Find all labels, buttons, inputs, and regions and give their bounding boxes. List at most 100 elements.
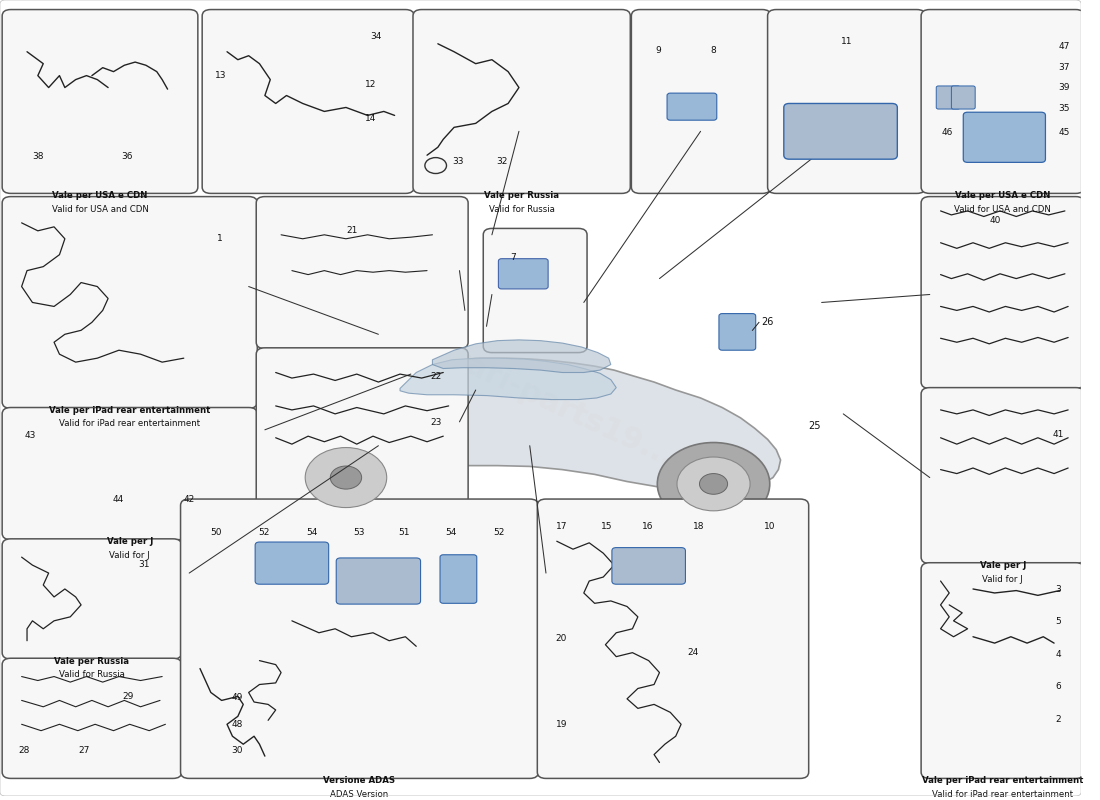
FancyBboxPatch shape	[2, 197, 257, 408]
Text: 36: 36	[121, 152, 132, 161]
FancyBboxPatch shape	[337, 558, 420, 604]
Text: 4: 4	[1055, 650, 1061, 659]
Polygon shape	[400, 358, 616, 399]
Circle shape	[284, 431, 409, 524]
FancyBboxPatch shape	[921, 388, 1085, 563]
Text: 21: 21	[346, 226, 359, 235]
Text: Vale per USA e CDN: Vale per USA e CDN	[53, 191, 147, 200]
Circle shape	[305, 447, 387, 507]
Text: 42: 42	[184, 495, 195, 504]
FancyBboxPatch shape	[2, 539, 182, 659]
Text: 41: 41	[1053, 430, 1064, 439]
Text: 34: 34	[371, 32, 382, 41]
Text: 8: 8	[711, 46, 716, 54]
Text: Versione ADAS: Versione ADAS	[323, 776, 396, 785]
FancyBboxPatch shape	[719, 314, 756, 350]
Text: 47: 47	[1058, 42, 1069, 51]
Text: 25: 25	[808, 421, 822, 431]
Text: 26: 26	[761, 318, 773, 327]
FancyBboxPatch shape	[412, 10, 630, 194]
Text: Valid for iPad rear entertainment: Valid for iPad rear entertainment	[59, 419, 200, 429]
FancyBboxPatch shape	[483, 229, 587, 353]
Text: 54: 54	[306, 527, 318, 537]
Text: 31: 31	[138, 560, 150, 569]
Text: 38: 38	[32, 152, 43, 161]
Text: 43: 43	[24, 431, 35, 440]
Text: 32: 32	[496, 157, 507, 166]
Text: Valid for Russia: Valid for Russia	[59, 670, 124, 679]
Text: 33: 33	[452, 157, 463, 166]
Text: 52: 52	[494, 527, 505, 537]
Circle shape	[676, 457, 750, 511]
Text: Valid for iPad rear entertainment: Valid for iPad rear entertainment	[932, 790, 1074, 798]
FancyBboxPatch shape	[256, 197, 469, 349]
Text: 5: 5	[1055, 618, 1061, 626]
FancyBboxPatch shape	[2, 658, 182, 778]
Text: Vale per J: Vale per J	[107, 538, 153, 546]
FancyBboxPatch shape	[936, 86, 960, 109]
FancyBboxPatch shape	[921, 562, 1085, 778]
FancyBboxPatch shape	[921, 197, 1085, 389]
Text: Vale per USA e CDN: Vale per USA e CDN	[955, 191, 1050, 200]
Circle shape	[700, 474, 727, 494]
Text: 35: 35	[1058, 104, 1070, 113]
Circle shape	[330, 466, 362, 489]
FancyBboxPatch shape	[498, 258, 548, 289]
Text: 16: 16	[641, 522, 653, 531]
Text: 12: 12	[365, 80, 376, 89]
FancyBboxPatch shape	[964, 112, 1045, 162]
Text: Vale per J: Vale per J	[980, 561, 1026, 570]
Text: 37: 37	[1058, 62, 1070, 72]
Text: Valid for USA and CDN: Valid for USA and CDN	[52, 205, 148, 214]
Text: 49: 49	[231, 693, 243, 702]
FancyBboxPatch shape	[921, 10, 1085, 194]
Text: 30: 30	[231, 746, 243, 755]
Text: 22: 22	[430, 372, 442, 382]
Text: 39: 39	[1058, 83, 1070, 92]
Text: 29: 29	[122, 692, 133, 702]
FancyBboxPatch shape	[631, 10, 771, 194]
Text: 46: 46	[942, 128, 953, 137]
Text: ferrari-parts19...: ferrari-parts19...	[403, 323, 679, 473]
Text: 52: 52	[258, 527, 270, 537]
Text: 13: 13	[214, 71, 227, 80]
FancyBboxPatch shape	[2, 407, 257, 540]
Text: 50: 50	[211, 527, 222, 537]
Text: 3: 3	[1055, 585, 1061, 594]
Text: Vale per iPad rear entertainment: Vale per iPad rear entertainment	[50, 406, 210, 415]
Text: 54: 54	[446, 527, 458, 537]
FancyBboxPatch shape	[537, 499, 808, 778]
Text: Vale per Russia: Vale per Russia	[54, 657, 130, 666]
Text: 23: 23	[430, 418, 442, 426]
Text: 27: 27	[78, 746, 89, 755]
Text: 51: 51	[398, 527, 409, 537]
Text: 17: 17	[556, 522, 566, 531]
Text: 24: 24	[688, 647, 698, 657]
FancyBboxPatch shape	[255, 542, 329, 584]
FancyBboxPatch shape	[768, 10, 925, 194]
Text: 45: 45	[1058, 128, 1069, 137]
FancyBboxPatch shape	[202, 10, 414, 194]
Text: 14: 14	[365, 114, 376, 123]
Text: Valid for USA and CDN: Valid for USA and CDN	[955, 205, 1052, 214]
Text: Vale per Russia: Vale per Russia	[484, 191, 559, 200]
Text: 1: 1	[217, 234, 223, 243]
Circle shape	[658, 442, 770, 526]
FancyBboxPatch shape	[2, 10, 198, 194]
Polygon shape	[432, 340, 610, 373]
Text: 48: 48	[231, 719, 243, 729]
FancyBboxPatch shape	[952, 86, 976, 109]
Text: 40: 40	[990, 216, 1001, 226]
Text: 20: 20	[556, 634, 566, 643]
Text: 53: 53	[354, 527, 365, 537]
Text: 44: 44	[112, 495, 123, 504]
Text: 28: 28	[18, 746, 30, 755]
FancyBboxPatch shape	[440, 554, 476, 603]
Text: 11: 11	[840, 37, 852, 46]
Text: 7: 7	[510, 253, 516, 262]
Text: 9: 9	[656, 46, 661, 54]
Text: 19: 19	[556, 719, 566, 729]
Text: 6: 6	[1055, 682, 1061, 691]
Text: Vale per iPad rear entertainment: Vale per iPad rear entertainment	[922, 776, 1084, 785]
FancyBboxPatch shape	[180, 499, 538, 778]
